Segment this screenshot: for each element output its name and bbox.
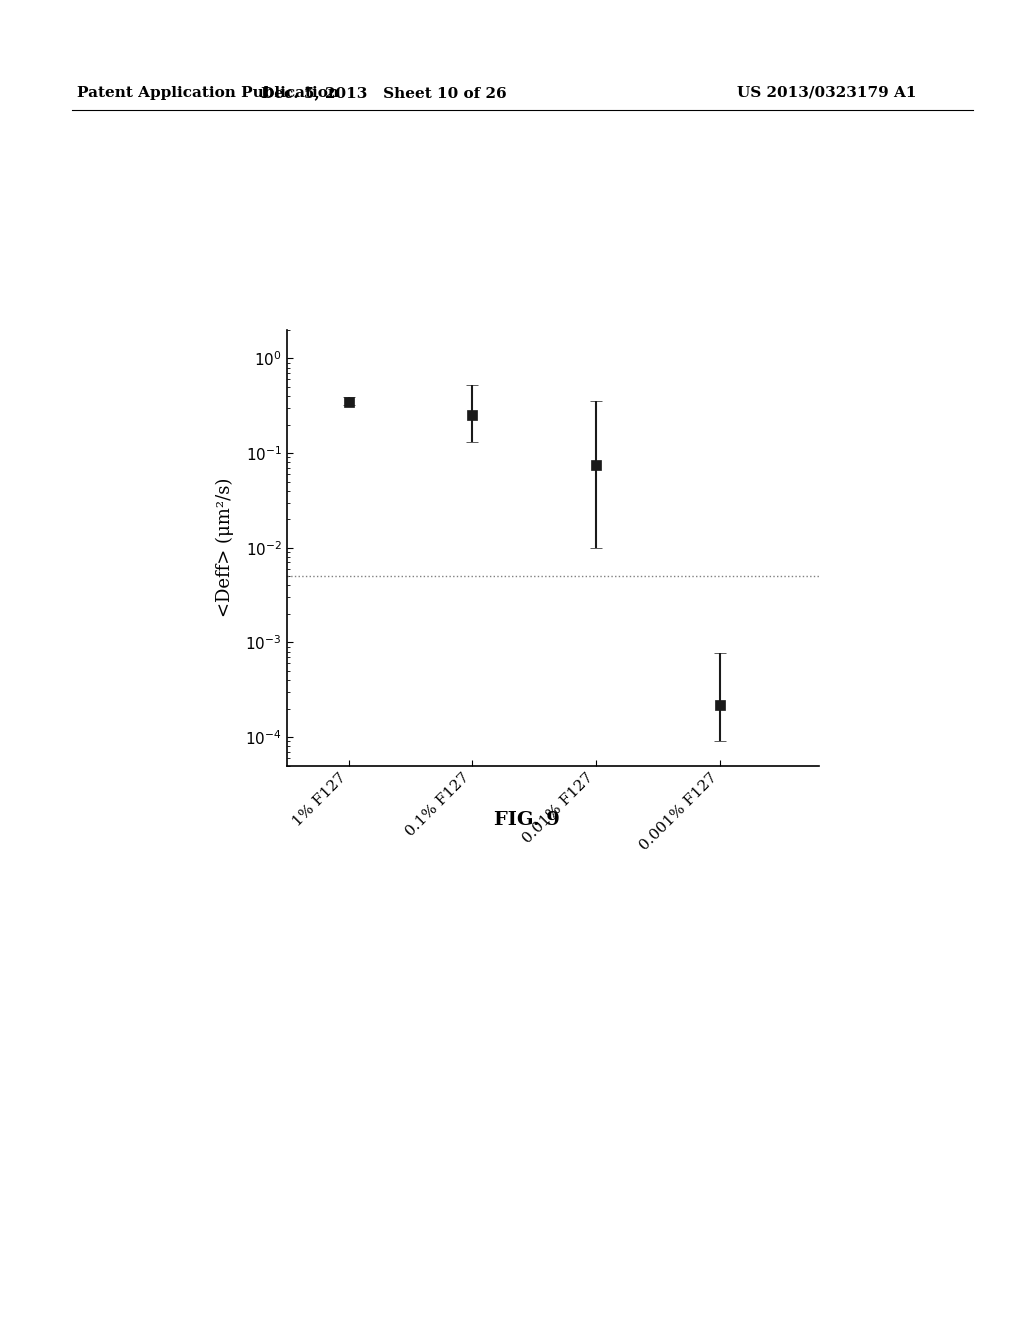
Text: Patent Application Publication: Patent Application Publication — [77, 86, 339, 100]
Y-axis label: <Deff> (μm²/s): <Deff> (μm²/s) — [216, 478, 234, 618]
Text: Dec. 5, 2013   Sheet 10 of 26: Dec. 5, 2013 Sheet 10 of 26 — [261, 86, 507, 100]
Text: FIG. 9: FIG. 9 — [495, 810, 560, 829]
Text: US 2013/0323179 A1: US 2013/0323179 A1 — [737, 86, 916, 100]
